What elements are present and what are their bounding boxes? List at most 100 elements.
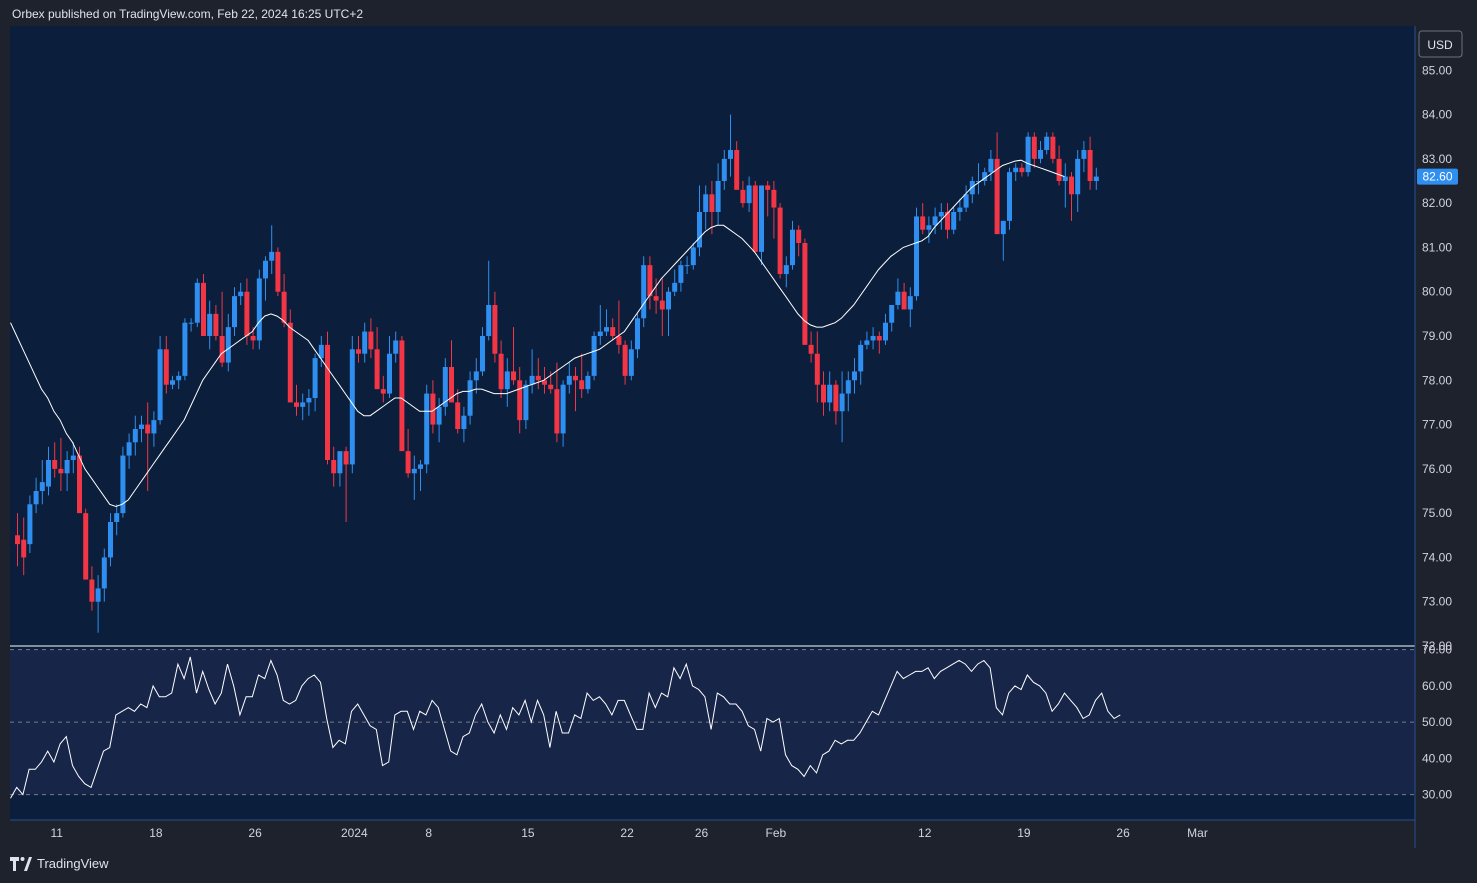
candle-body[interactable]	[870, 336, 876, 341]
candle-body[interactable]	[15, 535, 20, 545]
candle-body[interactable]	[399, 340, 405, 452]
candle-body[interactable]	[58, 468, 64, 474]
candle-body[interactable]	[492, 305, 498, 354]
candle-body[interactable]	[232, 296, 237, 328]
candle-body[interactable]	[790, 229, 795, 266]
candle-body[interactable]	[1069, 176, 1074, 195]
candle-body[interactable]	[188, 322, 194, 324]
candle-body[interactable]	[170, 380, 175, 385]
candle-body[interactable]	[647, 265, 653, 297]
candle-body[interactable]	[486, 305, 492, 336]
candle-body[interactable]	[27, 504, 33, 545]
candle-body[interactable]	[932, 216, 938, 226]
candle-body[interactable]	[628, 349, 634, 376]
candle-body[interactable]	[250, 336, 256, 341]
candle-body[interactable]	[498, 353, 504, 390]
candle-body[interactable]	[957, 207, 963, 212]
candle-body[interactable]	[833, 384, 839, 412]
candle-body[interactable]	[194, 282, 200, 323]
candle-body[interactable]	[1007, 172, 1012, 221]
candle-body[interactable]	[1031, 136, 1037, 159]
candle-body[interactable]	[852, 371, 857, 381]
candle-body[interactable]	[480, 336, 485, 372]
candle-body[interactable]	[269, 251, 275, 261]
tradingview-logo[interactable]: TradingView	[10, 856, 109, 871]
candle-body[interactable]	[721, 158, 727, 181]
candle-body[interactable]	[70, 455, 76, 460]
candle-body[interactable]	[418, 464, 423, 469]
candle-body[interactable]	[163, 349, 169, 385]
candle-body[interactable]	[306, 398, 312, 403]
candle-body[interactable]	[517, 380, 523, 421]
candle-body[interactable]	[275, 251, 281, 292]
candle-body[interactable]	[672, 282, 678, 292]
candle-body[interactable]	[504, 371, 510, 390]
candle-body[interactable]	[343, 451, 349, 465]
candle-body[interactable]	[715, 181, 721, 212]
candle-body[interactable]	[591, 336, 597, 376]
candle-body[interactable]	[523, 384, 529, 421]
candle-body[interactable]	[182, 322, 188, 376]
candle-body[interactable]	[1025, 136, 1031, 173]
candle-body[interactable]	[734, 150, 740, 190]
candle-body[interactable]	[145, 424, 151, 434]
candle-body[interactable]	[876, 336, 882, 341]
candle-body[interactable]	[207, 313, 213, 336]
candle-body[interactable]	[982, 172, 988, 181]
candle-body[interactable]	[529, 375, 535, 385]
candle-body[interactable]	[554, 389, 560, 434]
candle-body[interactable]	[33, 491, 39, 505]
candle-body[interactable]	[349, 349, 355, 465]
candle-body[interactable]	[238, 291, 244, 297]
candle-body[interactable]	[511, 371, 516, 381]
candle-body[interactable]	[219, 336, 225, 363]
candle-body[interactable]	[827, 384, 833, 403]
candle-body[interactable]	[442, 367, 448, 407]
candle-body[interactable]	[325, 344, 330, 460]
candle-body[interactable]	[1081, 150, 1087, 159]
candle-body[interactable]	[424, 393, 430, 465]
candle-body[interactable]	[560, 384, 566, 434]
candle-body[interactable]	[690, 247, 696, 266]
candle-body[interactable]	[622, 344, 628, 376]
candle-body[interactable]	[95, 588, 101, 602]
candle-body[interactable]	[436, 406, 442, 425]
candle-body[interactable]	[318, 344, 324, 359]
candle-body[interactable]	[411, 468, 417, 474]
candle-body[interactable]	[604, 327, 609, 332]
candle-body[interactable]	[151, 420, 157, 434]
candle-body[interactable]	[1044, 136, 1050, 150]
candle-body[interactable]	[839, 393, 845, 412]
candle-body[interactable]	[114, 513, 120, 522]
candle-body[interactable]	[697, 212, 702, 248]
candle-body[interactable]	[46, 460, 51, 487]
candle-body[interactable]	[994, 158, 1000, 235]
candle-body[interactable]	[709, 194, 715, 212]
candle-body[interactable]	[300, 402, 306, 407]
candle-body[interactable]	[566, 375, 572, 385]
candle-body[interactable]	[1000, 220, 1006, 235]
candle-body[interactable]	[387, 353, 392, 394]
candle-body[interactable]	[52, 460, 58, 469]
candle-body[interactable]	[653, 296, 659, 301]
candle-body[interactable]	[883, 322, 888, 341]
candle-body[interactable]	[542, 380, 547, 385]
candle-body[interactable]	[635, 318, 640, 350]
candle-body[interactable]	[535, 375, 541, 381]
candle-body[interactable]	[89, 579, 95, 602]
candle-body[interactable]	[808, 344, 814, 354]
candle-body[interactable]	[821, 384, 826, 403]
candle-body[interactable]	[666, 291, 671, 310]
candle-body[interactable]	[951, 212, 957, 230]
candle-body[interactable]	[126, 442, 132, 456]
candle-body[interactable]	[765, 185, 771, 190]
candle-body[interactable]	[740, 189, 746, 204]
candle-body[interactable]	[703, 194, 709, 212]
candle-body[interactable]	[213, 313, 219, 336]
candle-body[interactable]	[845, 380, 851, 394]
candle-body[interactable]	[678, 265, 684, 283]
candle-body[interactable]	[21, 539, 27, 558]
candle-body[interactable]	[597, 331, 603, 336]
candle-body[interactable]	[157, 349, 163, 421]
